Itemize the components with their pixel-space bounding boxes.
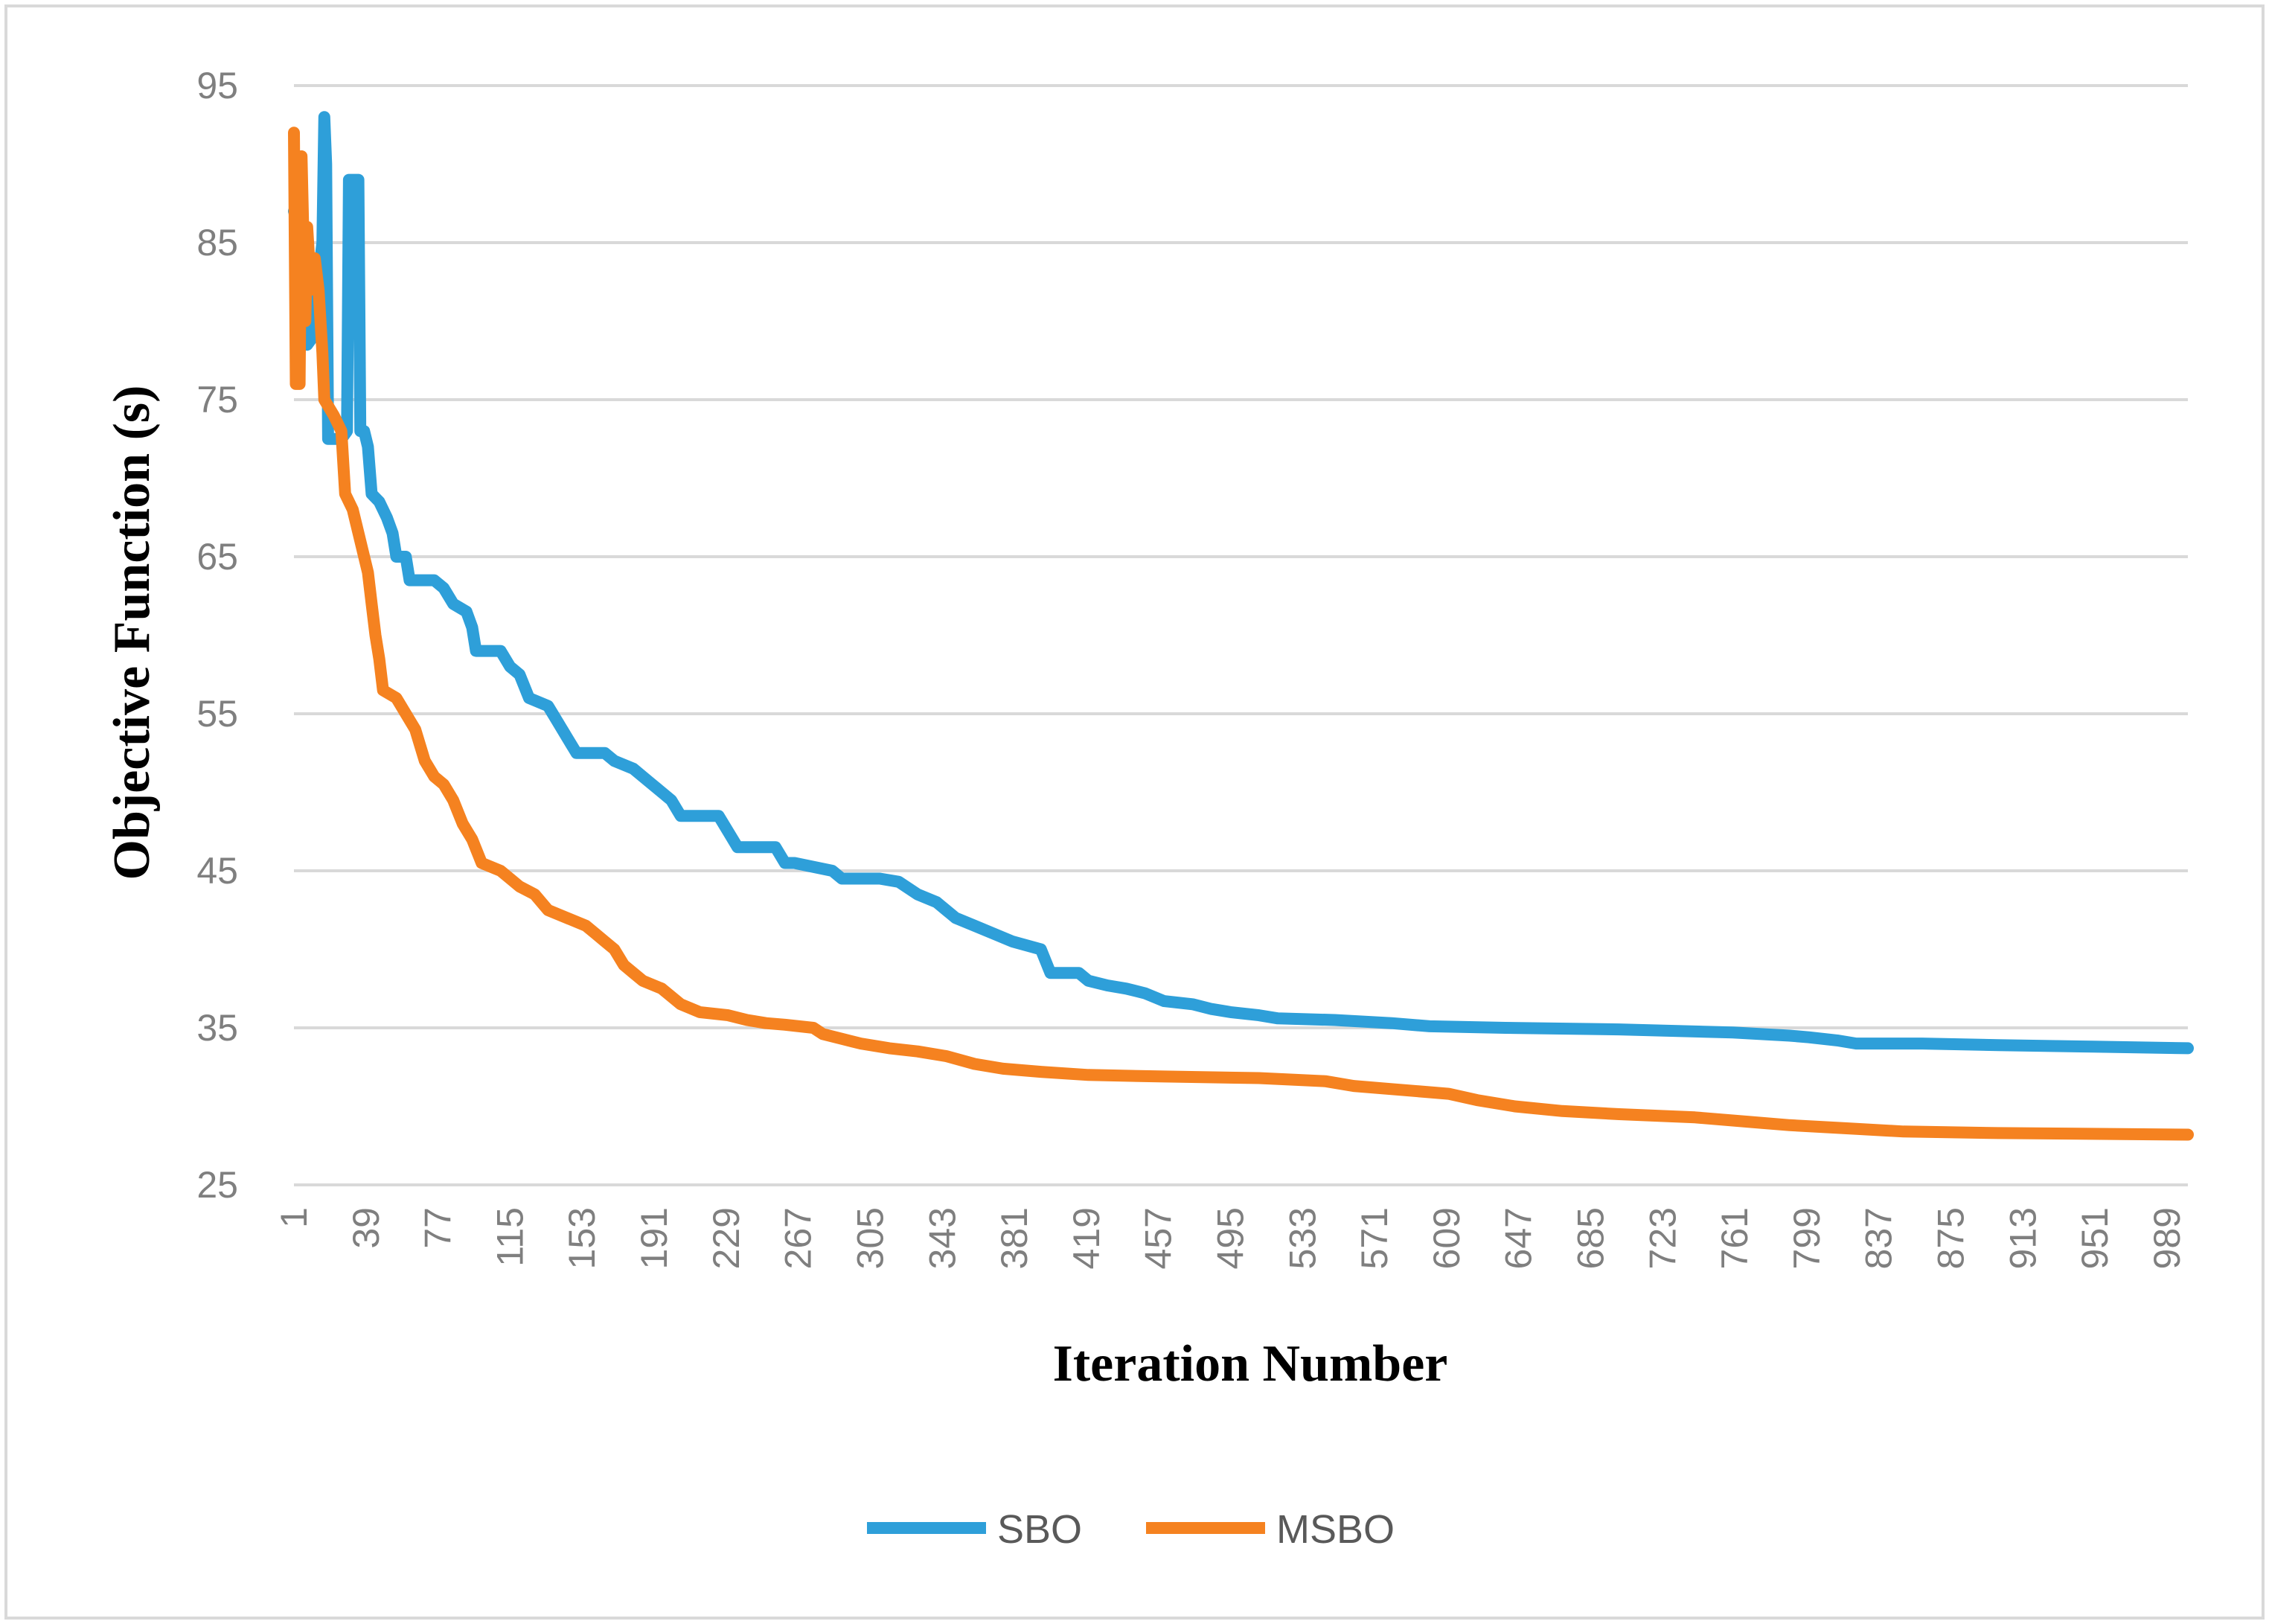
y-axis-ticks: 25 35 45 55 65 75 85 95 — [196, 65, 238, 1206]
x-tick-label: 191 — [633, 1207, 675, 1269]
y-axis-title: Objective Function (s) — [103, 386, 161, 880]
y-tick-label: 75 — [196, 379, 238, 421]
y-tick-label: 55 — [196, 693, 238, 735]
chart-border — [4, 4, 2265, 1620]
series-line-sbo — [288, 111, 2194, 1055]
x-tick-label: 305 — [849, 1207, 891, 1269]
series-line-msbo — [288, 127, 2194, 1141]
x-axis-ticks: 1 39 77 115 153 191 229 267 305 343 381 419 457 495 53… — [273, 1207, 2188, 1269]
x-tick-label: 913 — [2002, 1207, 2044, 1269]
y-tick-label: 95 — [196, 65, 238, 106]
x-tick-label: 419 — [1066, 1207, 1107, 1269]
x-tick-label: 77 — [417, 1207, 459, 1249]
x-tick-label: 571 — [1354, 1207, 1395, 1269]
x-tick-label: 647 — [1498, 1207, 1540, 1269]
x-tick-label: 533 — [1281, 1207, 1323, 1269]
y-tick-label: 65 — [196, 536, 238, 578]
legend: SBO MSBO — [867, 1507, 1395, 1552]
y-tick-label: 45 — [196, 850, 238, 892]
x-tick-label: 229 — [705, 1207, 747, 1269]
x-tick-label: 1 — [273, 1207, 315, 1228]
x-tick-label: 495 — [1209, 1207, 1251, 1269]
data-series — [288, 111, 2194, 1141]
legend-sbo-label: SBO — [997, 1507, 1082, 1552]
x-tick-label: 267 — [778, 1207, 819, 1269]
legend-msbo-label: MSBO — [1276, 1507, 1395, 1552]
x-axis-title: Iteration Number — [1053, 1335, 1448, 1393]
x-tick-label: 39 — [345, 1207, 387, 1249]
x-tick-label: 153 — [561, 1207, 603, 1269]
x-tick-label: 381 — [993, 1207, 1035, 1269]
y-tick-label: 85 — [196, 222, 238, 263]
x-tick-label: 761 — [1714, 1207, 1756, 1269]
x-tick-label: 875 — [1930, 1207, 1972, 1269]
x-tick-label: 837 — [1858, 1207, 1900, 1269]
x-tick-label: 989 — [2146, 1207, 2188, 1269]
x-tick-label: 343 — [921, 1207, 963, 1269]
y-tick-label: 35 — [196, 1007, 238, 1049]
y-tick-label: 25 — [196, 1164, 238, 1206]
x-tick-label: 685 — [1570, 1207, 1612, 1269]
x-tick-label: 951 — [2074, 1207, 2116, 1269]
x-tick-label: 115 — [489, 1207, 531, 1267]
x-tick-label: 457 — [1138, 1207, 1180, 1269]
x-tick-label: 609 — [1426, 1207, 1468, 1269]
x-tick-label: 723 — [1642, 1207, 1683, 1269]
x-tick-label: 799 — [1786, 1207, 1828, 1269]
gridlines — [294, 84, 2188, 1186]
